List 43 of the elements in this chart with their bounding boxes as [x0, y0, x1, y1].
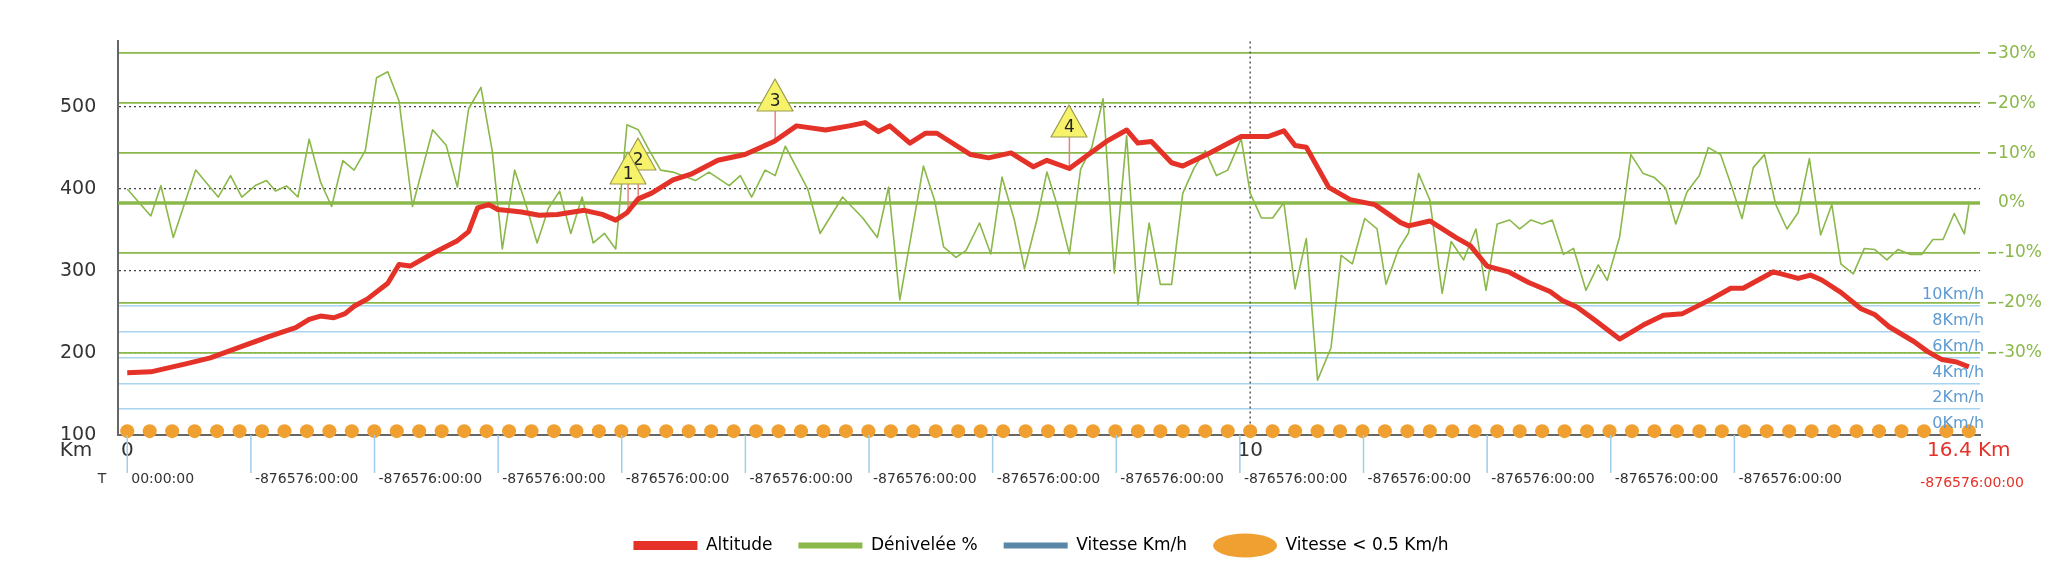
y2-tick-label: -20% — [1998, 291, 2042, 312]
text: -876576:00:00 — [1491, 469, 1595, 486]
annotation: 4 — [1062, 116, 1076, 137]
y-tick-label: 200 — [60, 339, 97, 362]
legend-label: Vitesse Km/h — [1076, 533, 1188, 554]
text: -876576:00:00 — [254, 469, 359, 486]
legend-label: Vitesse < 0.5 Km/h — [1285, 533, 1449, 554]
annotation: 2 — [632, 148, 645, 169]
y-tick-label: 500 — [60, 93, 97, 116]
text: -876576:00:00 — [1614, 469, 1719, 486]
y2-tick-label: 30% — [1998, 41, 2036, 62]
text: -876576:00:00 — [873, 469, 977, 486]
y3-tick-label: 6Km/h — [1932, 335, 1985, 355]
y2-tick-label: -30% — [1998, 341, 2042, 362]
text: T — [96, 469, 107, 486]
y3-tick-label: 8Km/h — [1932, 309, 1985, 329]
y3-tick-label: 2Km/h — [1932, 387, 1985, 407]
text: -876576:00:00 — [996, 469, 1101, 486]
y-tick-label: 300 — [60, 257, 97, 280]
legend-label: Altitude — [705, 533, 773, 554]
text: -876576:00:00 — [378, 469, 483, 486]
y-tick-label: 400 — [60, 175, 97, 198]
legend-label: Dénivelée % — [870, 533, 978, 554]
text: -876576:00:00 — [749, 469, 853, 486]
annotation: 3 — [768, 89, 782, 110]
y3-tick-label: 0Km/h — [1932, 413, 1985, 433]
y3-tick-label: 4Km/h — [1932, 361, 1985, 381]
annotation: 1 — [621, 162, 634, 183]
text: -876576:00:00 — [1738, 469, 1842, 486]
x-tick-label: 10 — [1237, 437, 1263, 462]
text: -876576:00:00 — [1120, 469, 1224, 486]
text: -876576:00:00 — [1920, 473, 2024, 490]
x-tick-label: 16.4 Km — [1927, 437, 2011, 462]
y2-tick-label: -10% — [1998, 241, 2042, 262]
text: -876576:00:00 — [502, 469, 606, 486]
y2-tick-label: 20% — [1998, 91, 2036, 112]
text: -876576:00:00 — [1243, 469, 1348, 486]
y2-tick-label: 0% — [1998, 191, 2026, 212]
text: -876576:00:00 — [625, 469, 730, 486]
y3-tick-label: 10Km/h — [1922, 284, 1985, 304]
text: -876576:00:00 — [1367, 469, 1472, 486]
y2-tick-label: 10% — [1998, 141, 2036, 162]
text: 00:00:00 — [131, 469, 195, 486]
